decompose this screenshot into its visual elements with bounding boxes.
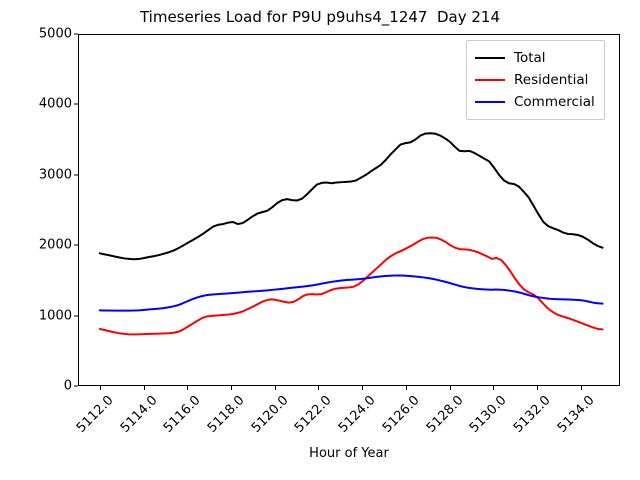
legend-swatch-commercial xyxy=(475,101,505,103)
x-tick-mark xyxy=(493,386,495,390)
legend-label-residential: Residential xyxy=(514,72,589,88)
series-canvas xyxy=(98,132,604,336)
y-tick-label: 1000 xyxy=(38,308,72,324)
x-tick-label: 5122.0 xyxy=(292,393,335,436)
x-tick-mark xyxy=(143,386,145,390)
x-tick-mark xyxy=(536,386,538,390)
x-tick-label: 5130.0 xyxy=(467,393,510,436)
x-tick-label: 5112.0 xyxy=(73,393,117,436)
plot-area: 0 1000 2000 3000 4000 5000 5112.0 5114.0 5116.0 5… xyxy=(39,27,620,436)
x-tick-label: 5114.0 xyxy=(117,393,161,436)
x-tick-label: 5116.0 xyxy=(161,393,204,436)
x-tick-mark xyxy=(580,386,582,390)
series-line-commercial xyxy=(98,274,604,312)
x-tick-mark xyxy=(449,386,451,390)
legend-item-total: Total xyxy=(475,47,595,69)
legend-swatch-residential xyxy=(475,79,505,81)
legend-label-total: Total xyxy=(514,50,546,66)
y-tick-mark xyxy=(74,103,78,105)
y-tick-label: 5000 xyxy=(38,26,72,42)
x-tick-label: 5134.0 xyxy=(554,393,598,436)
x-tick-label: 5132.0 xyxy=(510,393,554,436)
x-tick-label: 5120.0 xyxy=(248,393,292,436)
y-tick-label: 0 xyxy=(63,378,72,394)
y-tick-mark xyxy=(74,33,78,35)
x-tick-mark xyxy=(318,386,320,390)
y-tick-label: 2000 xyxy=(38,237,72,253)
legend-item-commercial: Commercial xyxy=(475,91,595,113)
x-tick-mark xyxy=(230,386,232,390)
x-tick-mark xyxy=(187,386,189,390)
x-tick-label: 5124.0 xyxy=(335,393,379,436)
x-tick-mark xyxy=(405,386,407,390)
x-tick-label: 5118.0 xyxy=(204,393,248,436)
y-tick-label: 3000 xyxy=(38,167,72,183)
chart-title: Timeseries Load for P9U p9uhs4_1247 Day … xyxy=(139,8,501,26)
chart-legend: Total Residential Commercial xyxy=(466,40,605,120)
x-tick-mark xyxy=(274,386,276,390)
series-line-total xyxy=(98,132,604,261)
legend-item-residential: Residential xyxy=(475,69,595,91)
y-tick-label: 4000 xyxy=(38,96,72,112)
x-tick-mark xyxy=(362,386,364,390)
x-tick-mark xyxy=(99,386,101,390)
legend-label-commercial: Commercial xyxy=(514,94,595,110)
x-tick-label: 5128.0 xyxy=(423,393,467,436)
series-line-residential xyxy=(98,236,604,336)
y-tick-mark xyxy=(74,244,78,246)
y-tick-mark xyxy=(74,174,78,176)
x-axis-label: Hour of Year xyxy=(309,446,389,461)
y-tick-mark xyxy=(74,315,78,317)
x-tick-label: 5126.0 xyxy=(379,393,423,436)
axes-frame xyxy=(78,34,620,386)
legend-swatch-total xyxy=(475,57,505,59)
y-tick-mark xyxy=(74,385,78,387)
